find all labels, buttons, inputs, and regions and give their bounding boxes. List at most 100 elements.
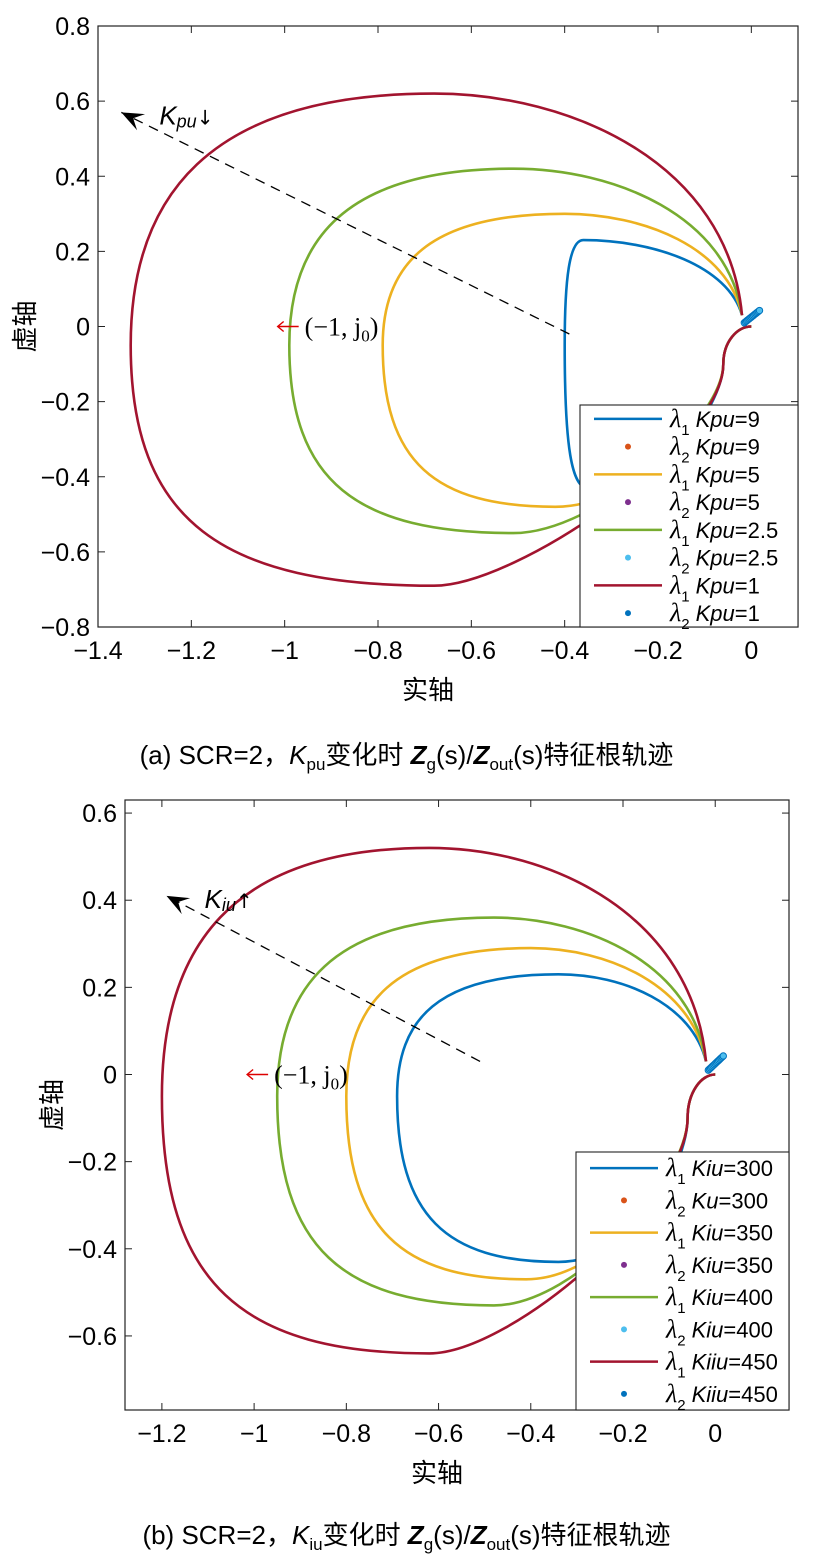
legend-box bbox=[579, 404, 799, 628]
y-tick-label: 0.2 bbox=[55, 238, 90, 266]
legend-param: Kpu bbox=[696, 490, 735, 515]
legend-lambda: λ bbox=[669, 543, 681, 572]
y-tick-label: −0.2 bbox=[68, 1149, 117, 1177]
x-tick-label: −1.4 bbox=[73, 637, 122, 665]
legend-lambda-sub: 1 bbox=[681, 533, 689, 550]
legend-lambda-sub: 2 bbox=[677, 1397, 685, 1414]
legend-value: =300 bbox=[719, 1188, 769, 1213]
legend-lambda: λ bbox=[669, 432, 681, 461]
y-axis-label: 虚轴 bbox=[38, 1079, 68, 1131]
legend-param: Kpu bbox=[696, 546, 735, 571]
y-tick-label: 0 bbox=[76, 314, 90, 342]
legend-dot-swatch bbox=[621, 1261, 627, 1268]
legend-param: Kiu bbox=[692, 1221, 724, 1246]
critical-point-label: (−1, j0) bbox=[274, 1061, 348, 1094]
y-tick-label: 0.8 bbox=[55, 13, 90, 41]
lambda2-markers bbox=[704, 1052, 727, 1074]
legend-dot-swatch bbox=[625, 443, 631, 450]
legend-value: =9 bbox=[735, 407, 760, 432]
legend-lambda: λ bbox=[669, 404, 681, 433]
x-tick-label: −0.8 bbox=[353, 637, 402, 665]
legend-entry: λ2 Kpu=2.5 bbox=[669, 543, 778, 578]
y-tick-label: −0.8 bbox=[41, 614, 90, 642]
legend-lambda: λ bbox=[665, 1314, 677, 1343]
critical-point-text: (−1, j bbox=[305, 313, 362, 342]
legend-lambda-sub: 1 bbox=[677, 1236, 685, 1253]
legend-dot-swatch bbox=[625, 554, 631, 561]
caption-a-param: K bbox=[289, 740, 307, 770]
plot-frame bbox=[124, 799, 790, 1411]
legend-lambda: λ bbox=[669, 487, 681, 516]
legend-value: =400 bbox=[723, 1285, 773, 1310]
caption-a-middle: 变化时 bbox=[325, 740, 411, 770]
x-tick-label: −0.8 bbox=[322, 1420, 371, 1448]
caption-b-prefix: (b) SCR=2， bbox=[142, 1520, 292, 1550]
critical-point-end: ) bbox=[339, 1061, 348, 1090]
caption-b-param-sub: iu bbox=[309, 1535, 323, 1555]
legend-param: Kpu bbox=[696, 518, 735, 543]
legend-lambda-sub: 2 bbox=[681, 561, 689, 578]
annotation-label: Kpu↓ bbox=[159, 100, 213, 131]
legend-entry: λ1 Kiu=300 bbox=[665, 1153, 773, 1188]
legend-param: Kiu bbox=[692, 1317, 724, 1342]
critical-point-text: (−1, j bbox=[274, 1061, 331, 1090]
legend-param: Kiu bbox=[692, 1285, 724, 1310]
legend-lambda-sub: 1 bbox=[681, 422, 689, 439]
y-tick-label: −0.4 bbox=[68, 1236, 117, 1264]
legend-entry: λ2 Kiiu=450 bbox=[665, 1379, 778, 1414]
annotation-arrow-glyph: ↑ bbox=[236, 889, 253, 913]
critical-point-label: (−1, j0) bbox=[305, 313, 379, 346]
legend-value: =2.5 bbox=[735, 518, 778, 543]
legend-value: =1 bbox=[735, 573, 760, 598]
legend-value: =350 bbox=[723, 1221, 773, 1246]
caption-b-middle: 变化时 bbox=[322, 1520, 408, 1550]
caption-b-z1: Z bbox=[407, 1520, 424, 1550]
x-tick-label: −0.2 bbox=[598, 1420, 647, 1448]
legend-value: =450 bbox=[728, 1382, 778, 1407]
chart-a-svg: Kpu↓(−1, j0)−1.4 −1.2 −1 −0.8 −0.6 −0.4 −0.2 0−… bbox=[11, 13, 799, 706]
legend-lambda-sub: 1 bbox=[681, 588, 689, 605]
legend-lambda: λ bbox=[665, 1153, 677, 1182]
legend-value: =2.5 bbox=[735, 546, 778, 571]
chart-panel-b: Kiu↑ (−1, j0) −1.2 −1 −0.8 −0.6 −0.4 −0.2 0 −0.6−… bbox=[0, 777, 813, 1554]
lambda2-markers bbox=[740, 306, 764, 327]
legend-lambda-sub: 1 bbox=[681, 477, 689, 494]
legend-entry: λ1 Kpu=9 bbox=[669, 404, 760, 439]
caption-b-s1: (s)/ bbox=[433, 1520, 471, 1550]
caption-a-prefix: (a) SCR=2， bbox=[139, 740, 290, 770]
legend-entry: λ1 Kpu=5 bbox=[669, 459, 760, 494]
critical-point-sub: 0 bbox=[361, 327, 370, 346]
caption-b-z2-sub: out bbox=[486, 1535, 511, 1555]
critical-point-sub: 0 bbox=[331, 1075, 340, 1094]
legend-entry: λ2 Kpu=5 bbox=[669, 487, 760, 522]
legend-entry: λ1 Kpu=2.5 bbox=[669, 515, 778, 550]
x-tick-label: −1.2 bbox=[167, 637, 216, 665]
caption-b-param: K bbox=[291, 1520, 310, 1550]
chart-panel-a: Kpu↓ (−1, j0) −1.4 −1.2 −1 −0.8 −0.6 −0.4 −0.2 0−… bbox=[0, 0, 813, 777]
legend-value: =1 bbox=[735, 601, 760, 626]
legend-param: Kpu bbox=[696, 573, 735, 598]
annotation-dashed-line bbox=[166, 895, 481, 1063]
y-tick-label: 0.4 bbox=[55, 163, 90, 191]
annotation-arrowhead bbox=[166, 895, 191, 915]
legend-lambda-sub: 1 bbox=[677, 1365, 685, 1382]
critical-point-end: ) bbox=[370, 313, 379, 342]
legend-lambda: λ bbox=[665, 1218, 677, 1247]
legend-lambda: λ bbox=[669, 515, 681, 544]
legend-param: Kpu bbox=[696, 462, 735, 487]
lambda2-marker bbox=[755, 306, 764, 315]
legend-lambda-sub: 2 bbox=[677, 1268, 685, 1285]
caption-a-z2: Z bbox=[473, 740, 490, 770]
y-tick-label: −0.4 bbox=[41, 464, 90, 492]
caption-a-z1: Z bbox=[410, 740, 427, 770]
legend-param: Kiu bbox=[692, 1156, 724, 1181]
x-tick-label: 0 bbox=[744, 637, 758, 665]
legend-param: Kiiu bbox=[692, 1350, 729, 1375]
legend-param: Kiiu bbox=[692, 1382, 729, 1407]
critical-point-arrowhead bbox=[246, 1068, 254, 1081]
x-tick-label: −0.4 bbox=[506, 1420, 555, 1448]
caption-b: (b) SCR=2，Kiu变化时 Zg(s)/Zout(s)特征根轨迹 bbox=[0, 1515, 813, 1555]
chart-b-svg: Kiu↑(−1, j0)−1.2 −1 −0.8 −0.6 −0.4 −0.2 0−0.6−… bbox=[38, 799, 790, 1489]
annotation-param-sub: pu bbox=[176, 111, 197, 131]
legend-value: =300 bbox=[723, 1156, 773, 1181]
